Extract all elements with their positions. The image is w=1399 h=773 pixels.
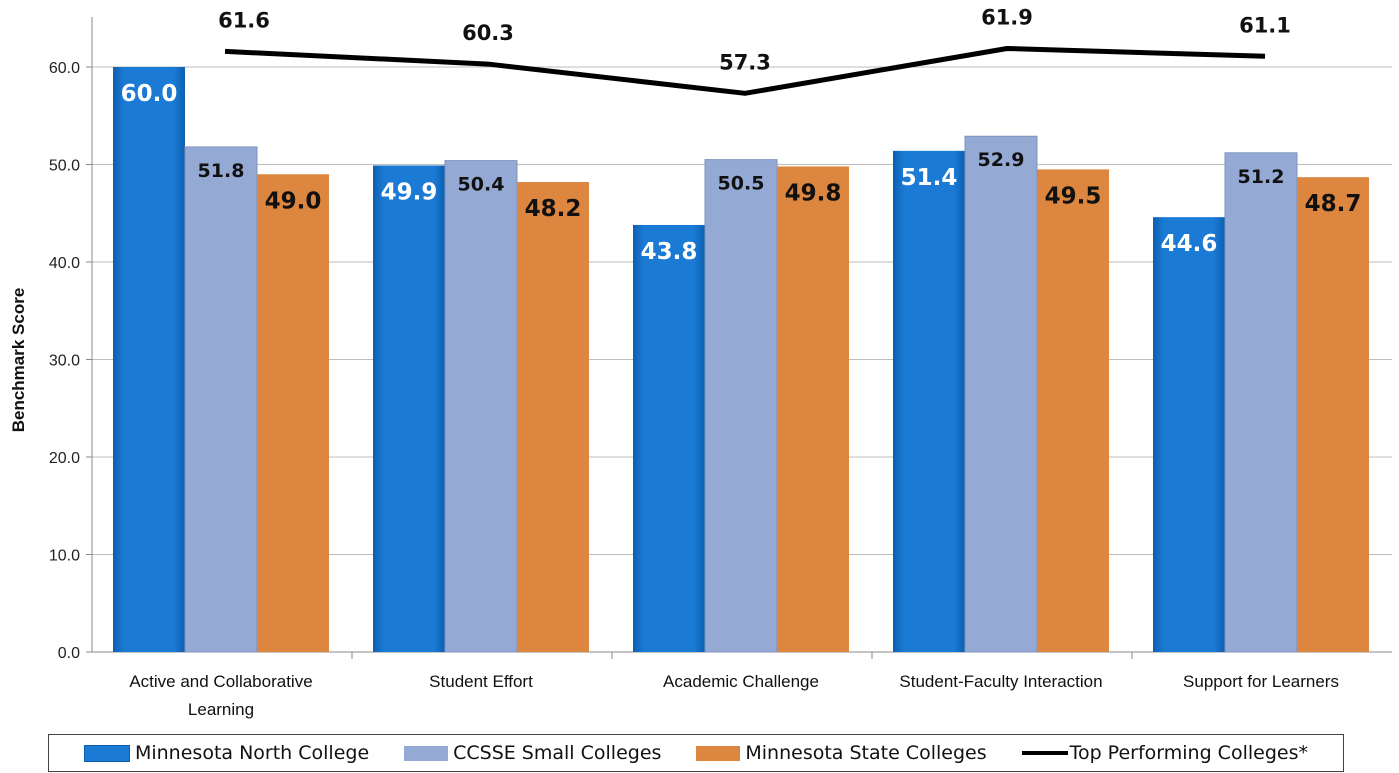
y-tick-label: 30.0 [49, 353, 80, 370]
y-tick-label: 50.0 [49, 158, 80, 175]
top-performing-line-path [224, 45, 1266, 96]
data-label: 51.4 [901, 165, 958, 191]
data-label: 43.8 [641, 239, 698, 265]
data-label: 51.8 [198, 160, 245, 182]
data-label: 44.6 [1161, 231, 1218, 257]
category-label: Support for Learners [1183, 672, 1339, 691]
data-label: 49.9 [381, 179, 438, 205]
y-axis-ticks: 0.0 10.0 20.0 30.0 40.0 50.0 60.0 [49, 60, 80, 662]
category-label: Student-Faculty Interaction [899, 672, 1102, 691]
data-label: 49.5 [1045, 183, 1102, 209]
bars [113, 67, 1369, 653]
data-label: 49.8 [785, 180, 842, 206]
line-data-label: 57.3 [719, 50, 771, 74]
y-tick-label: 20.0 [49, 450, 80, 467]
legend-label: Minnesota State Colleges [745, 742, 987, 764]
legend-label: CCSSE Small Colleges [453, 742, 662, 764]
legend-swatch-lavender [404, 745, 449, 761]
bar [1225, 152, 1297, 653]
legend-item-top-performing: Top Performing Colleges* [1021, 742, 1308, 764]
bar [1037, 169, 1109, 652]
bar [777, 166, 849, 652]
y-axis-title: Benchmark Score [9, 288, 28, 433]
top-performing-line [224, 45, 1266, 96]
legend-item-ccsse: CCSSE Small Colleges [404, 742, 661, 764]
bar [113, 67, 185, 652]
data-label: 49.0 [265, 188, 322, 214]
y-tick-label: 40.0 [49, 255, 80, 272]
bar [705, 159, 777, 652]
line-data-label: 61.6 [218, 8, 270, 32]
category-label: Active and Collaborative Learning [129, 672, 312, 719]
y-tick-label: 10.0 [49, 548, 80, 565]
data-label: 48.7 [1305, 191, 1362, 217]
bar [1153, 217, 1225, 652]
y-tick-label: 0.0 [58, 645, 80, 662]
line-data-label: 60.3 [462, 21, 514, 45]
legend-item-minnesota-state: Minnesota State Colleges [696, 742, 987, 764]
legend-label: Top Performing Colleges* [1069, 742, 1308, 764]
legend-swatch-blue [83, 744, 130, 762]
data-label: 60.0 [121, 81, 178, 107]
bar [517, 182, 589, 653]
data-label: 48.2 [525, 196, 582, 222]
bar [373, 165, 445, 652]
legend-swatch-orange [696, 745, 741, 761]
bar [893, 150, 965, 652]
x-axis-categories: Active and Collaborative Learning Student … [129, 672, 1339, 719]
legend-line-black [1021, 751, 1068, 755]
bar [445, 160, 517, 652]
data-label: 50.4 [458, 174, 505, 196]
bar [633, 224, 705, 652]
data-label: 50.5 [718, 173, 765, 195]
category-label: Academic Challenge [663, 672, 819, 691]
category-label: Student Effort [429, 672, 533, 691]
bar [965, 136, 1037, 653]
line-data-label: 61.9 [981, 5, 1033, 29]
legend-label: Minnesota North College [134, 742, 370, 764]
legend-item-minnesota-north: Minnesota North College [83, 742, 370, 764]
bar [257, 174, 329, 652]
benchmark-chart: 0.0 10.0 20.0 30.0 40.0 50.0 60.0 Benchmark Sc… [9, 5, 1392, 719]
bar [185, 146, 257, 652]
line-data-label: 61.1 [1239, 13, 1291, 37]
data-labels: 60.0 49.9 43.8 51.4 44.6 51.8 50.4 50.5 52.9 51.2… [121, 5, 1362, 264]
legend: Minnesota North College CCSSE Small Coll… [48, 734, 1344, 772]
bar [1297, 177, 1369, 653]
data-label: 51.2 [1238, 166, 1285, 188]
y-tick-label: 60.0 [49, 60, 80, 77]
data-label: 52.9 [978, 149, 1025, 171]
